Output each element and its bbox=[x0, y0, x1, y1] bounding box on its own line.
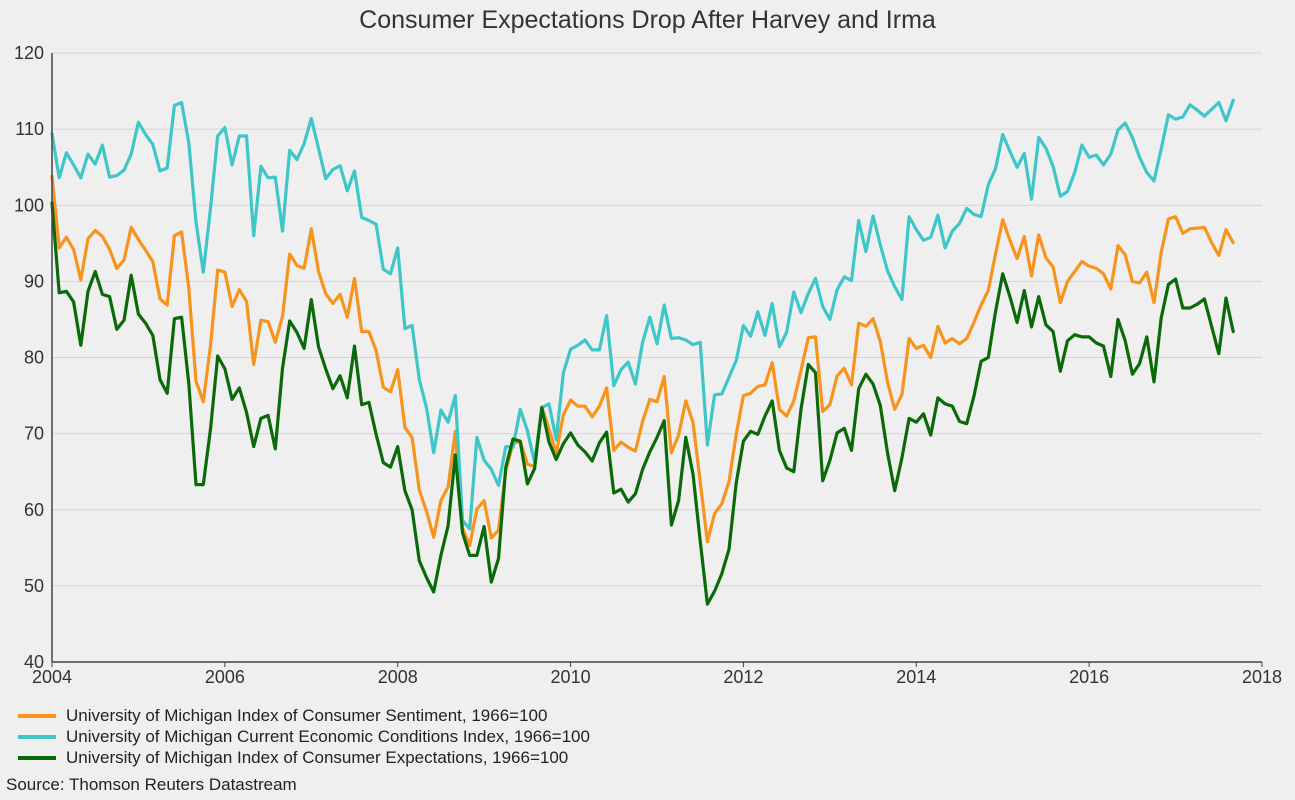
y-tick-label: 110 bbox=[15, 119, 44, 139]
y-tick-label: 70 bbox=[24, 424, 44, 444]
legend-swatch-expectations bbox=[18, 755, 56, 760]
legend-label-current-conditions: University of Michigan Current Economic … bbox=[66, 726, 590, 746]
x-tick-label: 2010 bbox=[551, 667, 591, 687]
legend-item-current-conditions: University of Michigan Current Economic … bbox=[18, 726, 590, 747]
x-tick-label: 2004 bbox=[32, 667, 72, 687]
gridlines bbox=[52, 52, 1262, 587]
legend-label-expectations: University of Michigan Index of Consumer… bbox=[66, 747, 569, 767]
x-tick-label: 2012 bbox=[723, 667, 763, 687]
x-tick-label: 2014 bbox=[896, 667, 936, 687]
legend-swatch-current-conditions bbox=[18, 734, 56, 739]
series-line-2 bbox=[50, 201, 1235, 606]
series-line-0 bbox=[50, 174, 1235, 548]
series-line-1 bbox=[50, 98, 1235, 531]
y-tick-label: 60 bbox=[24, 500, 44, 520]
y-tick-label: 40 bbox=[24, 652, 44, 672]
x-tick-label: 2008 bbox=[378, 667, 418, 687]
chart-legend: University of Michigan Index of Consumer… bbox=[18, 705, 590, 768]
x-tick-label: 2016 bbox=[1069, 667, 1109, 687]
legend-label-sentiment: University of Michigan Index of Consumer… bbox=[66, 705, 548, 725]
source-note: Source: Thomson Reuters Datastream bbox=[6, 775, 297, 794]
legend-swatch-sentiment bbox=[18, 713, 56, 718]
axes: 40 50 60 70 80 90 100 110 120 2004 2006 2008 2010 201… bbox=[14, 43, 1282, 687]
y-tick-label: 120 bbox=[14, 43, 44, 63]
y-tick-label: 90 bbox=[24, 271, 44, 291]
series-lines bbox=[50, 98, 1235, 606]
legend-item-sentiment: University of Michigan Index of Consumer… bbox=[18, 705, 590, 726]
chart-title: Consumer Expectations Drop After Harvey … bbox=[359, 6, 936, 34]
y-tick-label: 80 bbox=[24, 348, 44, 368]
legend-item-expectations: University of Michigan Index of Consumer… bbox=[18, 747, 590, 768]
x-tick-label: 2006 bbox=[205, 667, 245, 687]
x-tick-label: 2018 bbox=[1242, 667, 1282, 687]
y-tick-label: 50 bbox=[24, 576, 44, 596]
y-tick-label: 100 bbox=[14, 195, 44, 215]
